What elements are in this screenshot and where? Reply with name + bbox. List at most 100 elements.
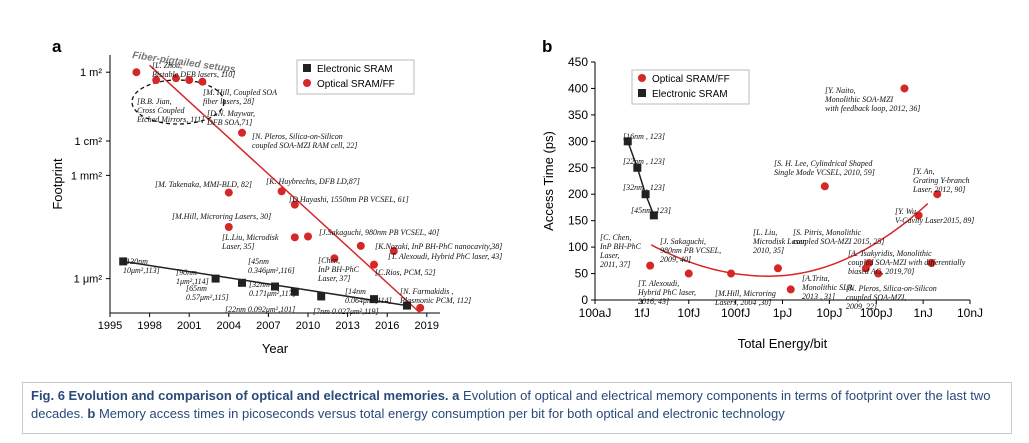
panel-a-optical-label: [M. Takenaka, MMI-BLD, 82]: [155, 180, 252, 189]
panel-b-x-label: Total Energy/bit: [738, 336, 828, 351]
panel-a-electronic-point: [403, 301, 411, 310]
panel-a-electronic-label: [32nm 0.171μm²,117]: [249, 280, 296, 298]
panel-a-electronic-point: [290, 287, 299, 296]
panel-a-legend: Electronic SRAM Optical SRAM/FF: [296, 59, 415, 95]
panel-a-x-tick-label: 2010: [296, 320, 320, 332]
panel-b-x-tick-label: 100fJ: [721, 306, 750, 320]
panel-b-letter: b: [542, 37, 552, 56]
panel-a-electronic-point: [271, 282, 279, 291]
panel-a-optical-point: [224, 188, 233, 197]
panel-a-legend-box: [296, 59, 415, 95]
panel-a-electronic-label: [45nm 0.346μm²,116]: [248, 257, 295, 275]
panel-a-optical-point: [238, 128, 246, 137]
panel-a-optical-point: [198, 77, 207, 86]
panel-a-legend-electronic-marker: [303, 64, 311, 72]
panel-a-optical-label: [L. Zhou, Bistable DFB lasers, 110]: [152, 61, 235, 79]
panel-b-x-tick-label: 1nJ: [913, 306, 932, 320]
panel-b-legend-box: [631, 69, 750, 105]
panel-a-y-tick-label: 1 cm²: [75, 136, 103, 148]
panel-a-electronic-point: [119, 257, 128, 266]
panel-b-y-tick-label: 0: [581, 293, 588, 307]
panel-a-electronic-label: [22nm 0.092μm²,101]: [225, 305, 295, 314]
panel-b-optical-label: [A. Tsakyridis, Monolithic coupled SOA-MZ…: [848, 249, 966, 276]
caption-a-letter: a: [452, 388, 460, 403]
panel-b-optical-label: [J. Sakaguchi, 980nm PB VCSEL, 2009, 40]: [660, 237, 721, 264]
panel-b-y-tick-label: 300: [568, 134, 588, 148]
panel-b-optical-label: [S. Pitris, Monolithic coupled SOA-MZI 20…: [793, 228, 885, 246]
panel-a-electronic-label: [65nm 0.57μm²,115]: [186, 284, 229, 302]
panel-b-electronic-label: [45nm, 123]: [631, 206, 671, 215]
panel-a-x-tick-label: 1998: [137, 320, 161, 332]
panel-a-x-label: Year: [262, 341, 289, 356]
panel-a-electronic-label: [7nm 0.027μm²,119]: [313, 307, 379, 316]
panel-a-optical-point: [172, 74, 180, 83]
panel-b-y-tick-label: 400: [568, 81, 588, 95]
panel-b-x-tick-label: 1fJ: [634, 306, 650, 320]
panel-b-y-tick-label: 450: [568, 55, 588, 69]
panel-a-x-tick-label: 2001: [177, 320, 201, 332]
panel-b-x-tick-label: 10pJ: [816, 306, 842, 320]
panel-a-optical-point: [370, 260, 378, 269]
panel-a-optical-label: [N. Pleros, Silica-on-Silicon coupled SOA…: [252, 132, 358, 150]
panel-a-optical-point: [356, 241, 365, 250]
panel-a-optical-label: [D.N. Maywar, DFB SOA,71]: [206, 109, 255, 127]
panel-b-legend-optical-marker: [638, 74, 646, 82]
panel-a-optical-label: [M. Hill, Coupled SOA fiber lasers, 28]: [203, 88, 277, 106]
caption-a-text: Evolution of optical and electrical memo…: [31, 388, 991, 421]
panel-a-x-tick-label: 2013: [335, 320, 359, 332]
panel-a-electronic-trend-line: [123, 260, 408, 307]
panel-a-optical-point: [389, 247, 398, 256]
panel-a-optical-point: [132, 68, 141, 77]
panel-b-electronic-point: [649, 211, 658, 220]
panel-b-y-tick-label: 50: [575, 267, 589, 281]
panel-b-x-tick-label: 100pJ: [860, 306, 893, 320]
panel-a-x-tick-label: 1995: [98, 320, 122, 332]
panel-a-electronic-point: [317, 292, 326, 301]
panel-b-y-tick-label: 250: [568, 161, 588, 175]
panel-b-electronic-point: [633, 163, 642, 172]
panel-b-x-tick-label: 10nJ: [957, 306, 983, 320]
panel-a-x-tick-label: 2019: [415, 320, 439, 332]
panel-b-electronic-label: [32nm , 123]: [623, 183, 665, 192]
panel-b-optical-point: [646, 261, 655, 270]
panel-b-legend-optical-label: Optical SRAM/FF: [652, 74, 730, 85]
panel-a-optical-label: [K.Nozaki, InP BH-PhC nanocavity,38]: [375, 242, 502, 251]
panel-b-optical-point: [820, 182, 829, 191]
panel-b-electronic-label: [16nm , 123]: [623, 132, 665, 141]
panel-a-legend-electronic-label: Electronic SRAM: [317, 64, 393, 75]
panel-b-legend-electronic-label: Electronic SRAM: [652, 89, 728, 100]
panel-b-x-tick-label: 10fJ: [677, 306, 700, 320]
panel-a-electronic-point: [211, 274, 220, 283]
panel-a-optical-point: [416, 303, 425, 312]
panel-a-legend-optical-label: Optical SRAM/FF: [317, 79, 395, 90]
panel-a-x-tick-label: 2004: [217, 320, 241, 332]
panel-b-optical-label: [M.Hill, Microring Lasers, 2004 ,30]: [714, 289, 776, 307]
panel-a-y-tick-label: 1 m²: [80, 67, 102, 79]
panel-a-electronic-label: [130nm 10μm²,113]: [123, 257, 160, 275]
panel-a-optical-label: [D.Hayashi, 1550nm PB VCSEL, 61]: [289, 195, 409, 204]
caption-b-letter: b: [87, 406, 96, 421]
panel-a-optical-point: [290, 200, 299, 209]
panel-a-optical-point: [304, 232, 312, 241]
panel-b-optical-point: [927, 258, 936, 267]
panel-b-x-tick-label: 100aJ: [579, 306, 612, 320]
panel-a-optical-point: [330, 254, 339, 263]
panel-a-optical-label: [K. Huybrechts, DFB LD,87]: [266, 177, 360, 186]
panel-a-legend-optical-marker: [303, 79, 311, 87]
panel-a-letter: a: [52, 37, 62, 56]
panel-b-optical-label: [Y. An, Grating Y-branch Laser, 2012, 90]: [912, 167, 970, 194]
panel-b-optical-point: [933, 190, 942, 199]
panel-b-optical-point: [684, 269, 693, 278]
panel-b-optical-label: [C. Chen, InP BH-PhC Laser, 2011, 37]: [599, 233, 642, 269]
panel-b-y-tick-label: 200: [568, 187, 588, 201]
panel-b-electronic-trend-line: [627, 141, 655, 216]
panel-a-optical-label: [C.Rios, PCM, 52]: [375, 268, 436, 277]
panel-a-electronic-point: [370, 295, 378, 304]
panel-a-optical-label: [Chen, InP BH-PhC Laser, 37]: [317, 256, 360, 283]
panel-b-y-tick-label: 150: [568, 214, 588, 228]
panel-a-y-label: Footprint: [50, 158, 65, 210]
panel-b-optical-point: [900, 84, 909, 93]
panel-a-optical-point: [224, 223, 233, 231]
panel-b-x-tick-label: 1pJ: [773, 306, 792, 320]
